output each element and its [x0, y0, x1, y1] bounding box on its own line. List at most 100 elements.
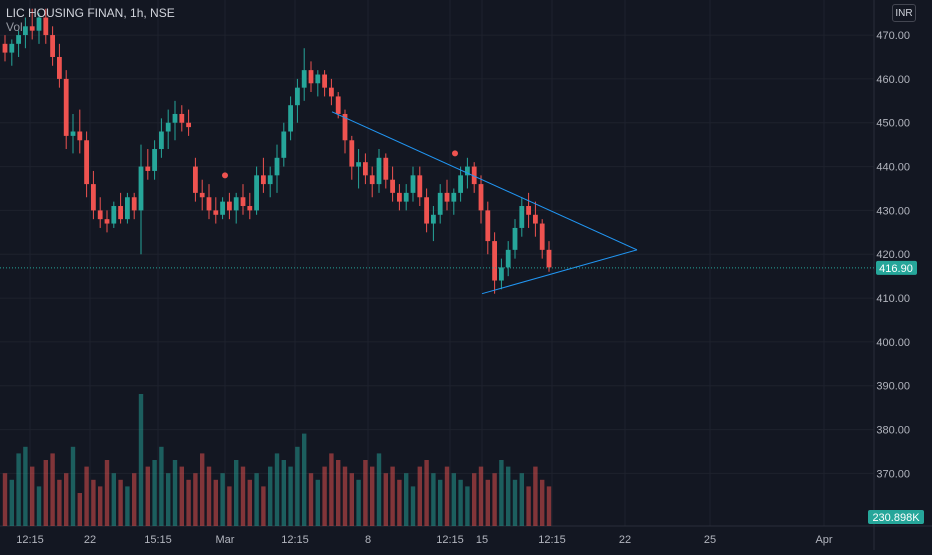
trendline	[481, 249, 638, 295]
candle-body	[104, 219, 110, 224]
time-tick-label: 22	[619, 534, 631, 546]
symbol-legend[interactable]: LIC HOUSING FINAN, 1h, NSE Vol	[6, 6, 175, 34]
candle-body	[335, 96, 341, 114]
candle-body	[159, 131, 164, 150]
candle-body	[9, 43, 15, 53]
candle-body	[274, 157, 280, 176]
candle-body	[267, 175, 273, 185]
candle-body	[485, 210, 491, 242]
candle-body	[16, 35, 21, 44]
candle-body	[193, 166, 198, 193]
volume-bar	[274, 453, 280, 526]
volume-bar	[36, 486, 42, 526]
candle-body	[295, 87, 300, 106]
volume-bar	[152, 460, 157, 526]
volume-bar	[43, 460, 48, 526]
volume-bar	[302, 433, 307, 526]
candle-body	[91, 184, 96, 211]
volume-bars	[2, 394, 552, 526]
candle-body	[390, 179, 395, 193]
price-axis[interactable]: 470.00 460.00 450.00 440.00 430.00 420.00 410.…	[876, 30, 910, 480]
candle-body	[410, 175, 416, 193]
volume-bar	[342, 466, 348, 526]
candle-body	[444, 192, 450, 202]
volume-bar	[91, 479, 96, 526]
volume-bar	[111, 473, 116, 526]
volume-bar	[322, 466, 327, 526]
last-volume-tag-bg	[868, 510, 924, 524]
candle-body	[322, 74, 327, 88]
time-axis[interactable]: 12:15 22 15:15 Mar 12:15 8 12:15 15 12:15 22 25 Apr	[16, 534, 833, 546]
volume-bar	[492, 473, 497, 526]
candle-body	[111, 206, 117, 224]
volume-label[interactable]: Vol	[6, 20, 23, 34]
candle-body	[118, 206, 123, 220]
candle-body	[50, 35, 55, 57]
candle-body	[206, 197, 212, 211]
candle-body	[29, 26, 35, 31]
price-tick-label: 400.00	[876, 337, 910, 349]
volume-bar	[50, 453, 55, 526]
candle-body	[356, 162, 361, 167]
volume-bar	[227, 486, 232, 526]
candle-body	[492, 241, 497, 281]
volume-bar	[410, 486, 416, 526]
volume-bar	[145, 466, 150, 526]
candle-body	[233, 197, 239, 211]
volume-bar	[213, 479, 218, 526]
candle-body	[165, 122, 171, 132]
time-tick-label: 15	[476, 534, 488, 546]
price-tick-label: 450.00	[876, 118, 910, 130]
volume-bar	[193, 473, 198, 526]
candle-body	[145, 166, 151, 171]
candle-body	[505, 249, 511, 268]
candle-body	[437, 192, 443, 215]
signal-markers	[222, 150, 458, 179]
volume-bar	[30, 466, 35, 526]
volume-bar	[444, 466, 450, 526]
candle-body	[63, 78, 69, 136]
volume-bar	[499, 460, 504, 526]
candle-body	[97, 210, 103, 220]
currency-button[interactable]: INR	[892, 4, 916, 22]
candle-body	[152, 149, 157, 171]
volume-bar	[104, 460, 110, 526]
candle-body	[471, 166, 477, 185]
volume-bar	[438, 479, 443, 526]
candle-body	[465, 166, 470, 176]
candle-body	[199, 192, 205, 198]
volume-bar	[77, 493, 82, 526]
symbol-title[interactable]: LIC HOUSING FINAN, 1h, NSE	[6, 6, 175, 20]
volume-bar	[98, 486, 103, 526]
candle-body	[301, 70, 307, 88]
volume-bar	[315, 479, 320, 526]
volume-bar	[23, 446, 28, 526]
candle-body	[172, 113, 178, 123]
candle-body	[2, 43, 8, 53]
volume-bar	[234, 460, 239, 526]
time-tick-label: 12:15	[436, 534, 464, 546]
volume-bar	[125, 486, 130, 526]
volume-bar	[451, 473, 456, 526]
candle-body	[213, 210, 219, 215]
candle-body	[43, 17, 49, 36]
candle-body	[261, 175, 266, 185]
last-volume-tag: 230.898K	[868, 510, 924, 524]
candle-body	[36, 17, 42, 31]
volume-bar	[9, 479, 14, 526]
volume-bar	[431, 473, 436, 526]
candlesticks	[2, 8, 552, 294]
candle-body	[281, 131, 287, 158]
candle-body	[383, 157, 389, 180]
volume-bar	[370, 466, 375, 526]
volume-bar	[138, 394, 144, 526]
time-tick-label: 15:15	[144, 534, 172, 546]
candle-body	[23, 26, 28, 36]
triangle-trendlines[interactable]	[331, 111, 638, 295]
price-tick-label: 440.00	[876, 162, 910, 174]
volume-bar	[166, 473, 171, 526]
volume-bar	[404, 473, 409, 526]
volume-bar	[458, 479, 463, 526]
